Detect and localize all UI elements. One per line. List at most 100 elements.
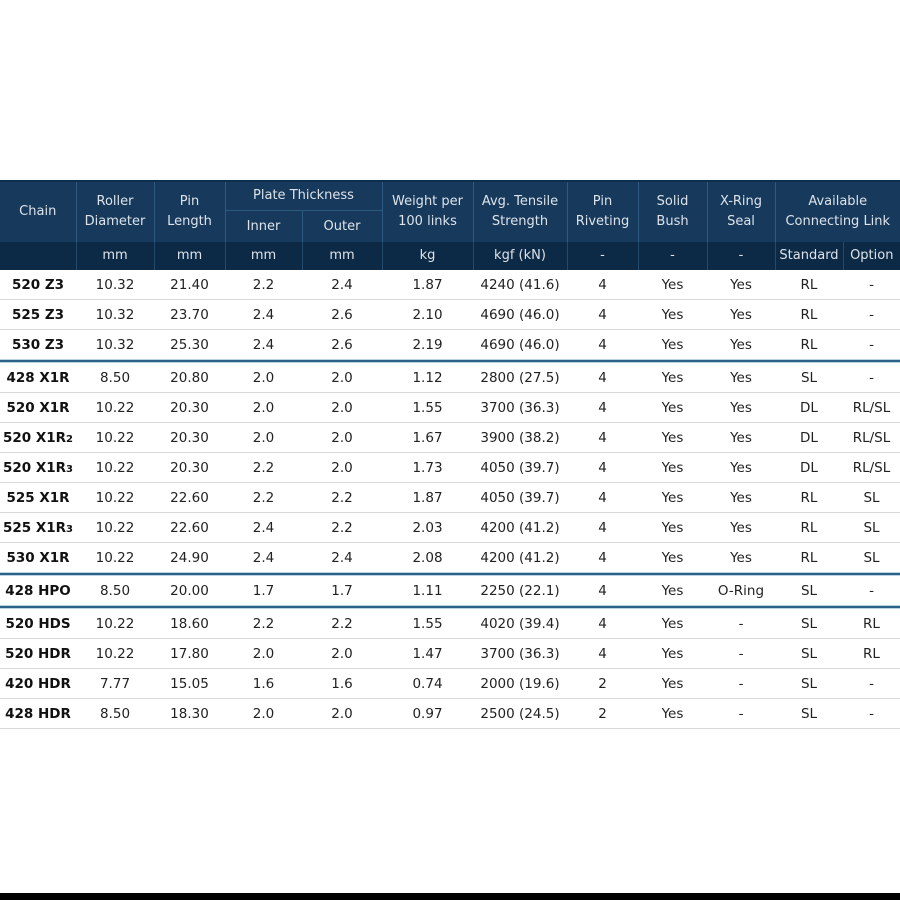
- cell-option-link: SL: [843, 512, 900, 543]
- unit-option-link: Option: [842, 242, 900, 270]
- cell-pin-riveting: 4: [567, 299, 638, 330]
- cell-tensile-strength: 2800 (27.5): [473, 362, 567, 393]
- cell-plate-outer: 2.6: [302, 299, 382, 330]
- cell-option-link: SL: [843, 482, 900, 513]
- cell-weight: 1.55: [382, 608, 473, 639]
- cell-pin-riveting: 4: [567, 452, 638, 483]
- cell-tensile-strength: 4050 (39.7): [473, 452, 567, 483]
- cell-pin-riveting: 4: [567, 329, 638, 360]
- cell-solid-bush: Yes: [638, 668, 707, 699]
- cell-standard-link: SL: [775, 575, 843, 606]
- header-units-row: mm mm mm mm kg kgf (kN) - - - Standard O…: [0, 242, 900, 270]
- cell-pin-riveting: 4: [567, 575, 638, 606]
- table-body: 520 Z3 10.32 21.40 2.2 2.4 1.87 4240 (41.6) 4 Ye…: [0, 270, 900, 729]
- table-row: 525 X1R3 10.22 22.60 2.4 2.2 2.03 4200 (41.2) 4…: [0, 512, 900, 543]
- cell-pin-length: 18.30: [154, 698, 225, 729]
- chain-spec-table: Chain Roller Diameter Pin Length Plate T…: [0, 180, 900, 729]
- cell-solid-bush: Yes: [638, 299, 707, 330]
- cell-chain: 428 X1R: [0, 362, 76, 393]
- cell-pin-length: 24.90: [154, 542, 225, 573]
- cell-weight: 2.08: [382, 542, 473, 573]
- cell-plate-outer: 2.2: [302, 482, 382, 513]
- chain-subscript: 3: [66, 463, 74, 475]
- cell-standard-link: SL: [775, 608, 843, 639]
- cell-plate-inner: 1.6: [225, 668, 302, 699]
- cell-xring-seal: Yes: [707, 422, 775, 453]
- cell-roller-diameter: 10.22: [76, 608, 154, 639]
- cell-standard-link: RL: [775, 542, 843, 573]
- cell-standard-link: SL: [775, 362, 843, 393]
- cell-chain: 520 X1R: [0, 392, 76, 423]
- cell-tensile-strength: 4020 (39.4): [473, 608, 567, 639]
- header-label-row: Chain Roller Diameter Pin Length Plate T…: [0, 181, 900, 242]
- cell-chain: 530 X1R: [0, 542, 76, 573]
- cell-roller-diameter: 10.32: [76, 299, 154, 330]
- table-row: 428 HDR 8.50 18.30 2.0 2.0 0.97 2500 (24.5) 2 Ye…: [0, 698, 900, 729]
- cell-plate-outer: 2.2: [302, 608, 382, 639]
- cell-chain: 525 X1R3: [0, 512, 76, 543]
- cell-pin-length: 20.30: [154, 392, 225, 423]
- cell-tensile-strength: 4050 (39.7): [473, 482, 567, 513]
- cell-weight: 1.55: [382, 392, 473, 423]
- chain-subscript: 3: [66, 523, 74, 535]
- cell-xring-seal: -: [707, 668, 775, 699]
- cell-xring-seal: Yes: [707, 392, 775, 423]
- cell-standard-link: DL: [775, 392, 843, 423]
- cell-pin-riveting: 2: [567, 698, 638, 729]
- cell-solid-bush: Yes: [638, 422, 707, 453]
- cell-option-link: RL/SL: [843, 422, 900, 453]
- cell-option-link: -: [843, 270, 900, 300]
- cell-standard-link: DL: [775, 422, 843, 453]
- cell-pin-riveting: 4: [567, 638, 638, 669]
- cell-solid-bush: Yes: [638, 512, 707, 543]
- cell-solid-bush: Yes: [638, 362, 707, 393]
- cell-xring-seal: Yes: [707, 329, 775, 360]
- cell-tensile-strength: 4200 (41.2): [473, 512, 567, 543]
- cell-xring-seal: -: [707, 698, 775, 729]
- col-header-weight: Weight per 100 links: [381, 181, 473, 242]
- cell-option-link: -: [843, 299, 900, 330]
- cell-pin-length: 20.80: [154, 362, 225, 393]
- cell-pin-length: 15.05: [154, 668, 225, 699]
- cell-plate-inner: 2.4: [225, 329, 302, 360]
- cell-chain: 520 X1R3: [0, 452, 76, 483]
- cell-pin-riveting: 4: [567, 362, 638, 393]
- cell-chain: 428 HDR: [0, 698, 76, 729]
- group-separator: [0, 605, 900, 609]
- cell-roller-diameter: 7.77: [76, 668, 154, 699]
- cell-weight: 2.10: [382, 299, 473, 330]
- cell-standard-link: RL: [775, 482, 843, 513]
- cell-standard-link: SL: [775, 698, 843, 729]
- group-separator: [0, 572, 900, 576]
- cell-tensile-strength: 2000 (19.6): [473, 668, 567, 699]
- cell-xring-seal: Yes: [707, 270, 775, 300]
- cell-option-link: RL: [843, 608, 900, 639]
- cell-standard-link: SL: [775, 668, 843, 699]
- table-row: 525 X1R 10.22 22.60 2.2 2.2 1.87 4050 (39.7) 4 Y…: [0, 482, 900, 513]
- cell-pin-length: 25.30: [154, 329, 225, 360]
- cell-solid-bush: Yes: [638, 698, 707, 729]
- cell-option-link: RL: [843, 638, 900, 669]
- cell-roller-diameter: 10.32: [76, 329, 154, 360]
- cell-roller-diameter: 10.22: [76, 512, 154, 543]
- cell-standard-link: RL: [775, 299, 843, 330]
- cell-standard-link: RL: [775, 512, 843, 543]
- cell-roller-diameter: 10.22: [76, 482, 154, 513]
- cell-option-link: -: [843, 698, 900, 729]
- cell-standard-link: SL: [775, 638, 843, 669]
- cell-solid-bush: Yes: [638, 329, 707, 360]
- cell-roller-diameter: 10.22: [76, 392, 154, 423]
- cell-xring-seal: Yes: [707, 482, 775, 513]
- table-row: 520 X1R2 10.22 20.30 2.0 2.0 1.67 3900 (38.2) 4…: [0, 422, 900, 453]
- cell-plate-inner: 2.2: [225, 452, 302, 483]
- cell-option-link: RL/SL: [843, 392, 900, 423]
- cell-chain: 525 Z3: [0, 299, 76, 330]
- cell-chain: 520 HDS: [0, 608, 76, 639]
- cell-weight: 0.97: [382, 698, 473, 729]
- cell-pin-riveting: 4: [567, 542, 638, 573]
- cell-solid-bush: Yes: [638, 608, 707, 639]
- cell-pin-riveting: 4: [567, 512, 638, 543]
- header-sublabel-row: Inner Outer: [0, 210, 900, 242]
- cell-pin-length: 22.60: [154, 512, 225, 543]
- col-header-available-link: Available Connecting Link: [774, 181, 900, 242]
